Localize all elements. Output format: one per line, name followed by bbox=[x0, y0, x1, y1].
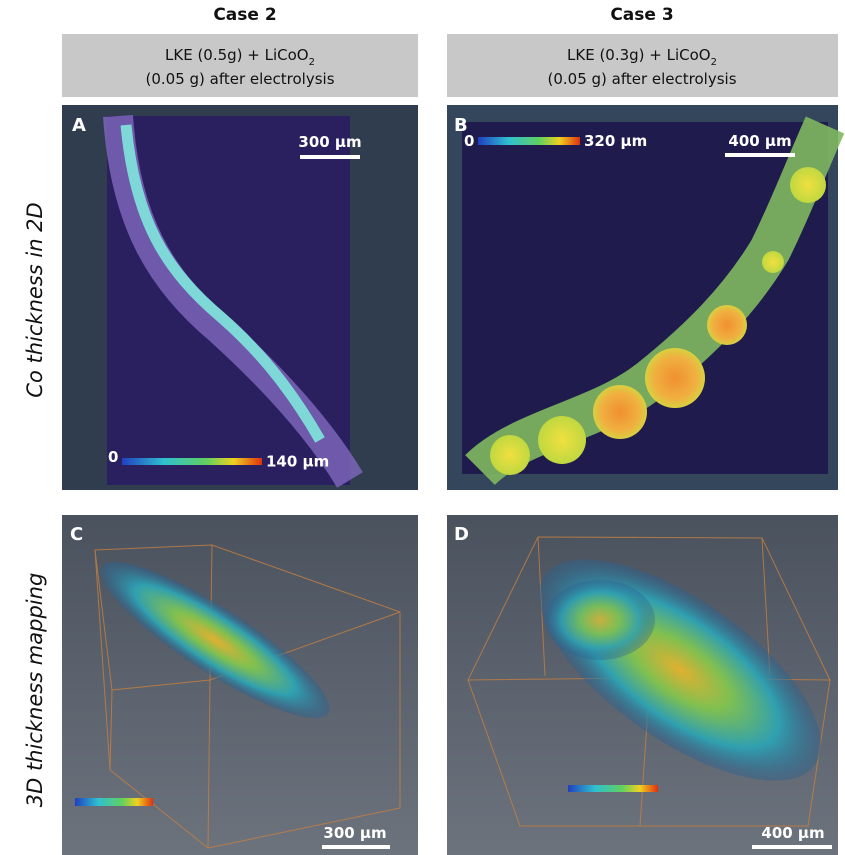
scale-bar bbox=[725, 153, 795, 157]
figure: Case 2 Case 3 LKE (0.5g) + LiCoO2 (0.05 … bbox=[0, 0, 845, 855]
colorbar-max: 140 µm bbox=[266, 453, 329, 471]
colorbar bbox=[568, 785, 658, 792]
panel-letter: A bbox=[72, 115, 86, 136]
co-deposit-3d bbox=[545, 580, 655, 660]
row-label: Co thickness in 2D bbox=[23, 202, 47, 397]
deposit bbox=[790, 167, 826, 203]
panel-letter: D bbox=[454, 524, 469, 545]
deposit bbox=[490, 435, 530, 475]
deposit bbox=[645, 348, 705, 408]
scale-bar-label: 400 µm bbox=[728, 132, 791, 150]
colorbar bbox=[478, 137, 580, 145]
deposit bbox=[762, 251, 784, 273]
colorbar-max: 320 µm bbox=[584, 132, 647, 150]
scale-bar-label: 400 µm bbox=[761, 824, 824, 842]
deposit bbox=[707, 305, 747, 345]
colorbar-min: 0 bbox=[108, 448, 118, 466]
scale-bar-label: 300 µm bbox=[323, 824, 386, 842]
scale-bar-label: 300 µm bbox=[298, 133, 361, 151]
colorbar bbox=[122, 458, 262, 465]
deposit bbox=[593, 385, 647, 439]
scale-bar bbox=[752, 845, 832, 849]
colorbar bbox=[75, 798, 153, 806]
column-title: Case 2 bbox=[213, 5, 276, 25]
scale-bar bbox=[300, 155, 360, 159]
column-title: Case 3 bbox=[610, 5, 673, 25]
row-label: 3D thickness mapping bbox=[23, 573, 47, 808]
panel-letter: B bbox=[454, 115, 468, 136]
condition: (0.05 g) after electrolysis bbox=[547, 70, 736, 88]
scale-bar bbox=[322, 845, 390, 849]
deposit bbox=[538, 416, 586, 464]
condition: (0.05 g) after electrolysis bbox=[145, 70, 334, 88]
panel-letter: C bbox=[70, 524, 83, 545]
